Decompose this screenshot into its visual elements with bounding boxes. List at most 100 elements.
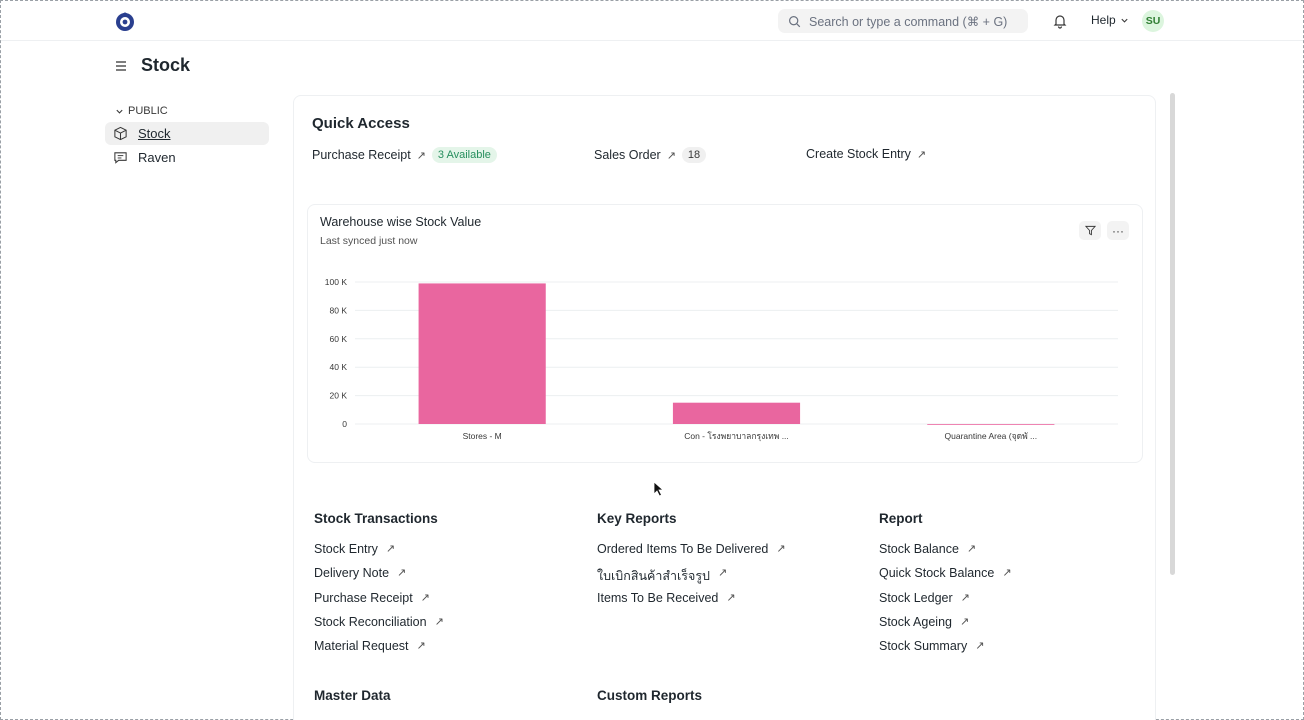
arrow-up-right-icon: ↗ [416, 640, 426, 653]
bar[interactable] [418, 283, 546, 424]
link-label: Items To Be Received [597, 590, 719, 605]
sidebar-item-label: Stock [138, 126, 171, 141]
shortcut-create-stock-entry[interactable]: Create Stock Entry ↗ [806, 147, 926, 161]
section-title-report: Report [879, 511, 923, 526]
arrow-up-right-icon: ↗ [916, 148, 927, 161]
help-label: Help [1091, 13, 1116, 27]
sidebar-item-raven[interactable]: Raven [105, 146, 269, 169]
report-link[interactable]: Stock Balance ↗ [879, 542, 1012, 566]
search-icon [789, 15, 801, 27]
notification-bell-icon[interactable] [1052, 13, 1068, 29]
search-input[interactable]: Search or type a command (⌘ + G) [778, 9, 1028, 33]
report-link[interactable]: Stock Ledger ↗ [879, 591, 1012, 615]
help-menu[interactable]: Help [1091, 13, 1129, 27]
sidebar-section-label: PUBLIC [128, 105, 168, 117]
shortcut-sales-order[interactable]: Sales Order ↗ 18 [594, 147, 707, 163]
link-label: Purchase Receipt [314, 590, 413, 605]
stock-transactions-link[interactable]: Material Request ↗ [314, 639, 444, 663]
count-badge: 18 [681, 147, 707, 163]
key-reports-link[interactable]: Ordered Items To Be Delivered ↗ [597, 542, 786, 566]
link-label: Stock Entry [314, 542, 378, 556]
y-tick-label: 60 K [330, 334, 348, 344]
chart-options-button[interactable]: ··· [1107, 221, 1129, 240]
stock-transactions-link[interactable]: Stock Reconciliation ↗ [314, 615, 444, 639]
sidebar-item-stock[interactable]: Stock [105, 122, 269, 145]
bar-chart: 0 20 K 40 K 60 K 80 K 100 K Stores - M Con - โร… [325, 277, 1118, 442]
arrow-up-right-icon: ↗ [385, 543, 396, 555]
link-label: Ordered Items To Be Delivered [597, 542, 769, 556]
y-tick-label: 100 K [325, 277, 348, 287]
x-tick-label: Con - โรงพยาบาลกรุงเทพ ... [684, 431, 789, 442]
scrollbar[interactable] [1170, 93, 1175, 575]
stock-transactions-link[interactable]: Purchase Receipt ↗ [314, 591, 444, 615]
key-reports-link[interactable]: Items To Be Received ↗ [597, 591, 786, 615]
arrow-up-right-icon: ↗ [960, 591, 970, 604]
shortcut-label: Create Stock Entry [806, 147, 911, 161]
arrow-up-right-icon: ↗ [776, 543, 786, 555]
arrow-up-right-icon: ↗ [420, 591, 430, 604]
bar[interactable] [927, 424, 1055, 425]
link-label: Quick Stock Balance [879, 566, 995, 581]
report-link[interactable]: Quick Stock Balance ↗ [879, 566, 1012, 590]
chart-card: Warehouse wise Stock Value Last synced j… [307, 204, 1143, 463]
stock-transactions-link[interactable]: Delivery Note ↗ [314, 566, 444, 590]
arrow-up-right-icon: ↗ [966, 543, 977, 555]
sidebar: PUBLIC Stock Raven [105, 101, 269, 169]
arrow-up-right-icon: ↗ [959, 615, 970, 628]
avatar[interactable]: SU [1142, 10, 1164, 32]
shortcut-label: Sales Order [594, 148, 661, 162]
arrow-up-right-icon: ↗ [975, 640, 985, 653]
link-label: Delivery Note [314, 566, 390, 581]
chart-title: Warehouse wise Stock Value [320, 215, 482, 229]
key-reports-links: Ordered Items To Be Delivered ↗ ใบเบิกสินค… [597, 542, 786, 615]
arrow-up-right-icon: ↗ [1002, 567, 1012, 580]
mouse-cursor-icon [653, 481, 665, 497]
link-label: Stock Reconciliation [314, 614, 427, 629]
bar[interactable] [672, 402, 801, 424]
chevron-down-icon [116, 109, 123, 114]
sidebar-toggle-icon[interactable] [113, 58, 129, 74]
count-badge: 3 Available [431, 147, 497, 163]
quick-access-title: Quick Access [312, 115, 410, 132]
section-title-master-data: Master Data [314, 688, 391, 703]
stock-transactions-link[interactable]: Stock Entry ↗ [314, 542, 444, 566]
arrow-up-right-icon: ↗ [726, 591, 736, 604]
page-title: Stock [141, 55, 191, 75]
search-placeholder: Search or type a command (⌘ + G) [809, 14, 1008, 29]
more-icon: ··· [1112, 223, 1124, 238]
y-tick-label: 80 K [330, 305, 348, 315]
x-tick-label: Quarantine Area (จุดพั ... [945, 431, 1038, 442]
section-title-key-reports: Key Reports [597, 511, 677, 526]
x-tick-label: Stores - M [463, 431, 502, 441]
link-label: Stock Balance [879, 542, 959, 556]
chart-filter-button[interactable] [1079, 221, 1101, 240]
arrow-up-right-icon: ↗ [666, 149, 676, 162]
navbar: Search or type a command (⌘ + G) Help SU [1, 1, 1303, 41]
chevron-down-icon [1121, 18, 1128, 23]
arrow-up-right-icon: ↗ [397, 567, 407, 580]
link-label: Material Request [314, 639, 409, 654]
sidebar-item-label: Raven [138, 150, 176, 165]
shortcut-purchase-receipt[interactable]: Purchase Receipt ↗ 3 Available [312, 147, 497, 163]
stock-transactions-links: Stock Entry ↗ Delivery Note ↗ Purchase Recei… [314, 542, 444, 663]
link-label: Stock Ledger [879, 590, 953, 605]
link-label: ใบเบิกสินค้าสำเร็จรูป [597, 569, 710, 584]
section-title-stock-transactions: Stock Transactions [314, 511, 438, 526]
arrow-up-right-icon: ↗ [434, 615, 444, 628]
key-reports-link[interactable]: ใบเบิกสินค้าสำเร็จรูป ↗ [597, 566, 786, 590]
link-label: Stock Summary [879, 639, 968, 654]
workspace-panel: Quick Access Purchase Receipt ↗ 3 Availa… [293, 95, 1156, 720]
y-tick-label: 20 K [330, 391, 348, 401]
report-link[interactable]: Stock Ageing ↗ [879, 615, 1012, 639]
report-link[interactable]: Stock Summary ↗ [879, 639, 1012, 663]
chart-subtitle: Last synced just now [320, 235, 418, 247]
page-header: Stock [113, 55, 190, 76]
filter-icon [1084, 225, 1096, 236]
sidebar-section-public[interactable]: PUBLIC [105, 101, 269, 121]
section-title-custom-reports: Custom Reports [597, 688, 703, 703]
arrow-up-right-icon: ↗ [717, 567, 728, 580]
box-icon [114, 126, 127, 141]
arrow-up-right-icon: ↗ [416, 149, 426, 162]
app-logo[interactable] [113, 9, 137, 33]
chat-icon [114, 152, 127, 164]
